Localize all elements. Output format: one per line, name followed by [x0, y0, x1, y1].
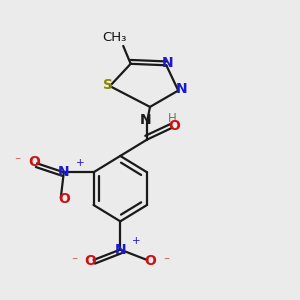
Text: N: N [176, 82, 187, 96]
Text: N: N [115, 243, 126, 256]
Text: S: S [103, 78, 113, 92]
Text: ⁻: ⁻ [71, 255, 77, 268]
Text: H: H [168, 112, 177, 125]
Text: ⁻: ⁻ [163, 255, 170, 268]
Text: +: + [76, 158, 85, 168]
Text: O: O [144, 254, 156, 268]
Text: +: + [132, 236, 141, 246]
Text: ⁻: ⁻ [15, 155, 21, 168]
Text: N: N [162, 56, 174, 70]
Text: N: N [140, 113, 152, 127]
Text: O: O [85, 254, 97, 268]
Text: O: O [58, 192, 70, 206]
Text: CH₃: CH₃ [102, 31, 127, 44]
Text: N: N [58, 165, 70, 179]
Text: O: O [169, 119, 181, 133]
Text: O: O [28, 155, 40, 169]
